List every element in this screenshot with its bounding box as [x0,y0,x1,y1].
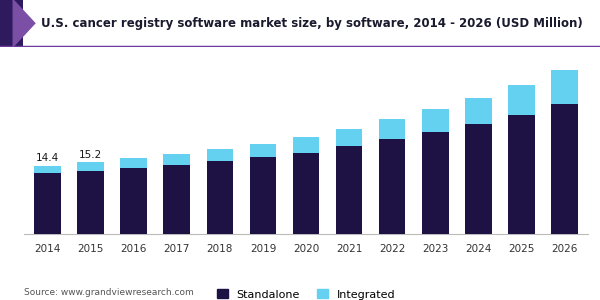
Bar [422,132,449,234]
Bar [551,70,578,104]
Bar [422,110,449,132]
Bar [379,139,406,234]
Bar [34,166,61,173]
Text: 14.4: 14.4 [36,153,59,164]
Bar [163,154,190,165]
Bar [508,85,535,115]
Bar [121,158,147,168]
Bar [206,149,233,161]
Bar [336,146,362,234]
Bar [336,129,362,146]
Bar [293,152,319,234]
Bar [77,162,104,171]
Bar [250,143,276,157]
Text: U.S. cancer registry software market size, by software, 2014 - 2026 (USD Million: U.S. cancer registry software market siz… [41,17,583,30]
Bar [551,104,578,234]
Text: 15.2: 15.2 [79,150,103,160]
Bar [34,173,61,234]
Bar [206,161,233,234]
Bar [250,157,276,234]
Polygon shape [13,0,35,46]
Text: Source: www.grandviewresearch.com: Source: www.grandviewresearch.com [24,288,194,297]
Bar [379,119,406,139]
Bar [77,171,104,234]
Bar [0,0,23,46]
Bar [163,165,190,234]
Bar [293,137,319,152]
Bar [121,168,147,234]
Legend: Standalone, Integrated: Standalone, Integrated [212,285,400,300]
Bar [465,98,491,124]
Bar [465,124,491,234]
Bar [508,115,535,234]
